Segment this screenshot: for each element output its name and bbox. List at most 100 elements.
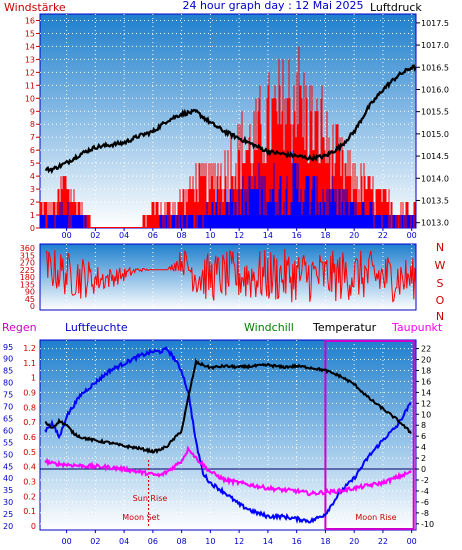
rain-window <box>324 340 415 530</box>
rain-tick-label: 0.6 <box>23 433 36 442</box>
humidity-tick-label: 75 <box>3 391 13 400</box>
time-tick-label: 12 <box>234 231 244 240</box>
humidity-line <box>44 345 412 525</box>
rain-tick-label: 1.1 <box>23 359 36 368</box>
time-tick-label: 10 <box>205 537 215 546</box>
time-tick-label: 16 <box>292 537 302 546</box>
rain-tick-label: 0.9 <box>23 388 36 397</box>
compass-n-bottom: N <box>436 310 444 323</box>
humidity-tick-label: 35 <box>3 486 13 495</box>
temperature-tick-label: -2 <box>421 476 429 485</box>
wind-direction-line <box>45 248 416 303</box>
time-tick-label: 10 <box>205 231 215 240</box>
time-tick-label: 06 <box>148 537 158 546</box>
compass-w: W <box>435 259 446 272</box>
rain-tick-label: 1.2 <box>23 344 36 353</box>
time-tick-label: 18 <box>320 537 330 546</box>
pressure-tick-label: 1015.0 <box>421 130 449 139</box>
rain-tick-label: 0.2 <box>23 492 36 501</box>
page-title: 24 hour graph day : 12 Mai 2025 <box>182 0 363 12</box>
moon-rise-label: Moon Rise <box>355 513 396 522</box>
moon-set-label: Moon Set <box>122 513 159 522</box>
humidity-tick-label: 50 <box>3 450 13 459</box>
direction-tick-label: 225 <box>20 266 35 275</box>
compass-o: O <box>436 294 445 307</box>
direction-tick-label: 90 <box>25 288 35 297</box>
wind-tick-label: 14 <box>25 42 35 51</box>
time-tick-label: 04 <box>119 537 129 546</box>
time-tick-label: 12 <box>234 537 244 546</box>
direction-tick-label: 360 <box>20 244 35 253</box>
direction-tick-label: 45 <box>25 295 35 304</box>
windchill-legend: Windchill <box>244 321 294 334</box>
wind-tick-label: 5 <box>30 159 35 168</box>
wind-tick-label: 10 <box>25 94 35 103</box>
pressure-tick-label: 1013.5 <box>421 196 449 205</box>
time-tick-label: 14 <box>263 537 273 546</box>
pressure-tick-label: 1014.0 <box>421 174 449 183</box>
humidity-tick-label: 60 <box>3 426 13 435</box>
temperature-tick-label: 12 <box>421 399 431 408</box>
humidity-tick-label: 80 <box>3 379 13 388</box>
humidity-tick-label: 45 <box>3 462 13 471</box>
rain-tick-label: 0.4 <box>23 463 36 472</box>
pressure-tick-label: 1017.0 <box>421 41 449 50</box>
temperature-tick-label: 10 <box>421 410 431 419</box>
wind-axis-title: Windstärke <box>4 1 66 14</box>
temperature-tick-label: -8 <box>421 509 429 518</box>
time-tick-label: 18 <box>320 231 330 240</box>
wind-tick-label: 11 <box>25 81 35 90</box>
time-tick-label: 14 <box>263 231 273 240</box>
wind-tick-label: 8 <box>30 120 35 129</box>
dewpoint-line <box>44 445 412 497</box>
rain-tick-label: 0 <box>31 522 36 531</box>
time-tick-label: 22 <box>378 231 388 240</box>
temperature-tick-label: 18 <box>421 366 431 375</box>
temperature-tick-label: 16 <box>421 377 431 386</box>
temperature-tick-label: 6 <box>421 432 426 441</box>
compass-n-top: N <box>436 241 444 254</box>
time-tick-label: 16 <box>292 231 302 240</box>
time-tick-label: 22 <box>378 537 388 546</box>
wind-tick-label: 6 <box>30 146 35 155</box>
wind-tick-label: 2 <box>30 198 35 207</box>
pressure-tick-label: 1016.5 <box>421 63 449 72</box>
temperature-tick-label: 0 <box>421 465 426 474</box>
pressure-tick-label: 1014.5 <box>421 152 449 161</box>
temperature-tick-label: -4 <box>421 487 429 496</box>
direction-tick-label: 270 <box>20 259 35 268</box>
pressure-axis-title: Luftdruck <box>370 1 422 14</box>
humidity-axis-title: Luftfeuchte <box>65 321 128 334</box>
temperature-line <box>44 357 412 455</box>
dewpoint-legend: Taupunkt <box>391 321 443 334</box>
time-tick-label: 06 <box>148 231 158 240</box>
time-tick-label: 08 <box>177 537 187 546</box>
direction-tick-label: 315 <box>20 251 35 260</box>
wind-tick-label: 4 <box>30 172 35 181</box>
time-tick-label: 20 <box>349 537 359 546</box>
wind-tick-label: 13 <box>25 55 35 64</box>
temperature-tick-label: 2 <box>421 454 426 463</box>
temperature-tick-label: -6 <box>421 498 429 507</box>
wind-tick-label: 3 <box>30 185 35 194</box>
humidity-tick-label: 90 <box>3 355 13 364</box>
wind-tick-label: 1 <box>30 211 35 220</box>
rain-axis-title: Regen <box>2 321 37 334</box>
direction-tick-label: 180 <box>20 273 35 282</box>
temperature-tick-label: -10 <box>421 520 434 529</box>
wind-tick-label: 16 <box>25 16 35 25</box>
wind-tick-label: 12 <box>25 68 35 77</box>
time-tick-label: 02 <box>90 231 100 240</box>
time-tick-label: 02 <box>90 537 100 546</box>
rain-tick-label: 0.3 <box>23 477 36 486</box>
time-tick-label: 00 <box>407 537 417 546</box>
wind-tick-label: 9 <box>30 107 35 116</box>
temperature-tick-label: 20 <box>421 356 431 365</box>
wind-tick-label: 0 <box>30 224 35 233</box>
rain-tick-label: 1 <box>31 374 36 383</box>
temp-panel-bg <box>39 339 417 531</box>
humidity-tick-label: 65 <box>3 414 13 423</box>
temperature-tick-label: 22 <box>421 345 431 354</box>
time-tick-label: 00 <box>407 231 417 240</box>
